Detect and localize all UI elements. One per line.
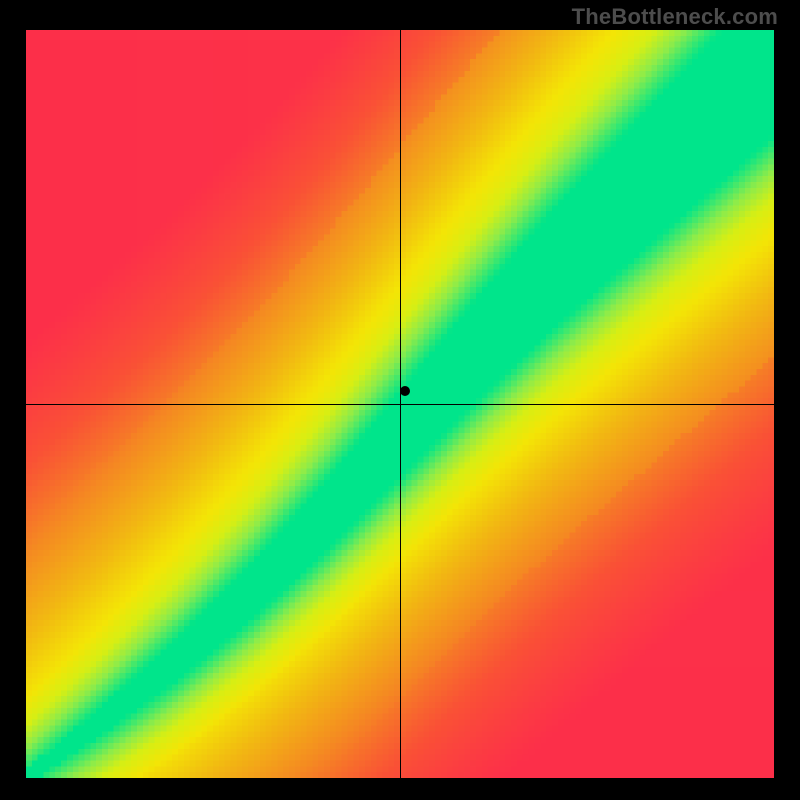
heatmap-plot	[26, 30, 774, 778]
crosshair-marker	[400, 386, 410, 396]
chart-frame: { "source_watermark": { "text": "TheBott…	[0, 0, 800, 800]
watermark-label: TheBottleneck.com	[572, 4, 778, 30]
crosshair-horizontal	[26, 404, 774, 405]
